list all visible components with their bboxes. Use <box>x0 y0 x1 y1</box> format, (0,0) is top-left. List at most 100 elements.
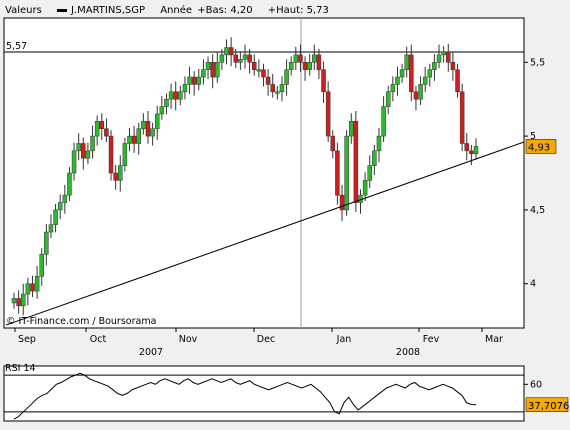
candle <box>293 46 299 70</box>
candle-body <box>321 69 326 93</box>
candle <box>335 142 340 205</box>
candle <box>104 118 109 142</box>
candle-body <box>404 54 409 70</box>
candle <box>288 56 294 76</box>
candle <box>307 54 312 76</box>
candle <box>11 292 17 309</box>
candle-body <box>154 113 160 129</box>
candle <box>145 111 151 144</box>
candle <box>127 127 132 152</box>
candle <box>178 85 183 106</box>
candle <box>390 76 396 102</box>
candle-body <box>307 62 312 70</box>
candle-body <box>390 84 396 93</box>
candle <box>367 155 372 189</box>
candle <box>385 85 391 115</box>
candle <box>270 74 275 98</box>
candle-body <box>131 135 137 144</box>
candle <box>94 115 100 146</box>
candle <box>261 63 266 87</box>
y-tick-label: 4,5 <box>530 205 545 216</box>
candle-body <box>293 54 299 63</box>
candle <box>376 127 382 163</box>
candle <box>279 76 285 102</box>
candle-body <box>48 224 54 233</box>
candle-body <box>339 194 345 211</box>
candle-body <box>108 135 114 174</box>
candle <box>108 130 114 181</box>
candle <box>302 56 308 81</box>
header-bas: +Bas: 4,20 <box>197 5 253 16</box>
candle-body <box>25 283 31 295</box>
candle-body <box>44 231 49 255</box>
candle <box>164 93 169 115</box>
candle-body <box>432 62 437 70</box>
candle-body <box>436 54 442 63</box>
x-tick-label: Jan <box>336 334 352 345</box>
candle <box>381 96 386 142</box>
x-year-label: 2008 <box>396 347 420 358</box>
candle-body <box>349 121 354 137</box>
candle-body <box>215 62 220 78</box>
candle-body <box>11 298 17 304</box>
candle-body <box>399 69 405 78</box>
candle <box>141 113 146 135</box>
candle <box>57 194 63 220</box>
candle-body <box>381 106 386 137</box>
candle-body <box>118 165 123 181</box>
candle <box>473 138 479 160</box>
candle-body <box>256 69 262 72</box>
candle-body <box>284 69 289 85</box>
candle-body <box>16 298 21 307</box>
candle <box>90 125 95 159</box>
candle <box>168 83 174 109</box>
candle <box>455 63 460 98</box>
candle-body <box>219 54 225 63</box>
candle-body <box>275 91 280 94</box>
candle-body <box>455 69 460 93</box>
y-tick-label: 5 <box>530 131 536 142</box>
candle <box>298 44 303 72</box>
candle-body <box>242 54 248 60</box>
header-annee: Année <box>160 5 193 16</box>
candle-body <box>372 150 377 166</box>
candle-body <box>99 121 105 129</box>
candle <box>251 54 257 76</box>
candle <box>436 44 442 69</box>
candle <box>48 214 54 238</box>
header-haut: +Haut: 5,73 <box>267 5 329 16</box>
candle <box>85 142 91 165</box>
candle <box>330 130 336 159</box>
candle <box>459 83 465 152</box>
candle <box>113 164 118 190</box>
x-tick-label: Mar <box>485 334 503 345</box>
candle <box>71 142 77 181</box>
y-tick-label: 4 <box>530 279 536 290</box>
candle <box>99 113 105 140</box>
rsi-y-tick-label: 60 <box>530 379 542 390</box>
candle-body <box>288 62 294 70</box>
candle <box>344 130 349 216</box>
candle <box>20 283 26 316</box>
candle-body <box>265 76 271 85</box>
last-value-label: 4,93 <box>528 142 550 153</box>
candle-body <box>413 91 419 100</box>
candle-body <box>113 172 118 181</box>
candle-body <box>312 54 317 63</box>
candle <box>349 113 354 144</box>
candle-body <box>76 143 81 152</box>
candle <box>284 59 289 96</box>
candle <box>67 167 72 202</box>
candle <box>256 59 262 78</box>
x-tick-label: Dec <box>257 334 275 345</box>
candle-body <box>145 121 151 137</box>
candle <box>353 111 359 212</box>
header-symbol: J.MARTINS,SGP <box>70 5 145 16</box>
candle <box>441 46 446 63</box>
candle-body <box>238 59 243 63</box>
candle <box>233 49 239 69</box>
candle <box>25 277 31 306</box>
candle <box>76 133 81 161</box>
candle <box>39 248 44 286</box>
candle-body <box>81 143 86 159</box>
